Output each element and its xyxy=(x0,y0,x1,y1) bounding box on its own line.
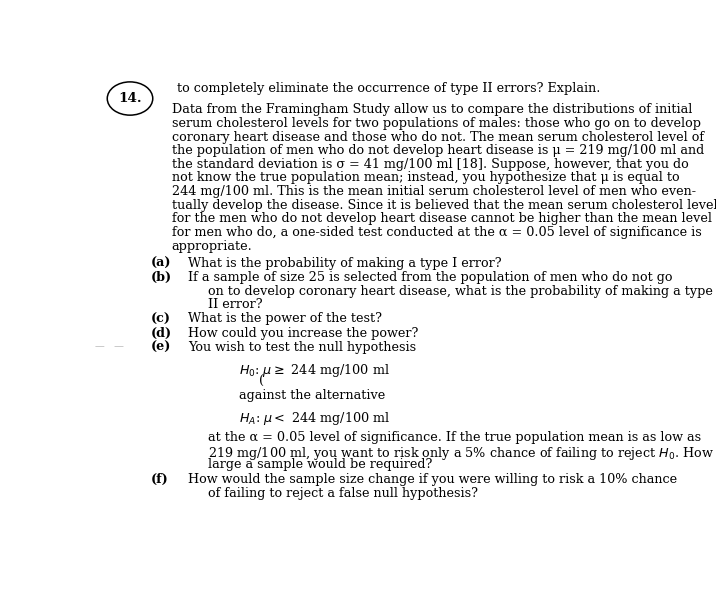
Text: 244 mg/100 ml. This is the mean initial serum cholesterol level of men who even-: 244 mg/100 ml. This is the mean initial … xyxy=(172,185,696,198)
Text: for men who do, a one-sided test conducted at the α = 0.05 level of significance: for men who do, a one-sided test conduct… xyxy=(172,226,702,239)
Text: $H_0$: $\mu \geq$ 244 mg/100 ml: $H_0$: $\mu \geq$ 244 mg/100 ml xyxy=(239,362,390,379)
Text: the population of men who do not develop heart disease is μ = 219 mg/100 ml and: the population of men who do not develop… xyxy=(172,144,704,157)
Text: coronary heart disease and those who do not. The mean serum cholesterol level of: coronary heart disease and those who do … xyxy=(172,131,704,143)
Text: How would the sample size change if you were willing to risk a 10% chance: How would the sample size change if you … xyxy=(188,473,677,487)
Text: for the men who do not develop heart disease cannot be higher than the mean leve: for the men who do not develop heart dis… xyxy=(172,212,712,226)
Text: 14.: 14. xyxy=(118,92,142,105)
Text: If a sample of size 25 is selected from the population of men who do not go: If a sample of size 25 is selected from … xyxy=(188,271,673,284)
Text: (b): (b) xyxy=(150,271,172,284)
Text: Data from the Framingham Study allow us to compare the distributions of initial: Data from the Framingham Study allow us … xyxy=(172,103,692,116)
Text: You wish to test the null hypothesis: You wish to test the null hypothesis xyxy=(188,341,417,354)
Text: —   —: — — xyxy=(95,342,124,351)
Text: 219 mg/100 ml, you want to risk only a 5% chance of failing to reject $H_0$. How: 219 mg/100 ml, you want to risk only a 5… xyxy=(208,445,714,461)
Text: II error?: II error? xyxy=(208,298,262,311)
Text: (d): (d) xyxy=(150,327,172,340)
Text: of failing to reject a false null hypothesis?: of failing to reject a false null hypoth… xyxy=(208,487,478,500)
Text: How could you increase the power?: How could you increase the power? xyxy=(188,327,419,340)
Text: What is the probability of making a type I error?: What is the probability of making a type… xyxy=(188,257,502,269)
Text: against the alternative: against the alternative xyxy=(239,389,386,403)
Text: (f): (f) xyxy=(150,473,168,487)
Text: serum cholesterol levels for two populations of males: those who go on to develo: serum cholesterol levels for two populat… xyxy=(172,117,701,130)
Text: (c): (c) xyxy=(150,313,170,325)
Text: the standard deviation is σ = 41 mg/100 ml [18]. Suppose, however, that you do: the standard deviation is σ = 41 mg/100 … xyxy=(172,158,688,171)
Text: not know the true population mean; instead, you hypothesize that μ is equal to: not know the true population mean; inste… xyxy=(172,172,679,184)
Text: tually develop the disease. Since it is believed that the mean serum cholesterol: tually develop the disease. Since it is … xyxy=(172,199,716,212)
Text: (e): (e) xyxy=(150,341,171,354)
Text: (a): (a) xyxy=(150,257,171,269)
Text: at the α = 0.05 level of significance. If the true population mean is as low as: at the α = 0.05 level of significance. I… xyxy=(208,431,701,444)
Text: $H_A$: $\mu <$ 244 mg/100 ml: $H_A$: $\mu <$ 244 mg/100 ml xyxy=(239,410,391,427)
Text: to completely eliminate the occurrence of type II errors? Explain.: to completely eliminate the occurrence o… xyxy=(177,82,601,95)
Text: (: ( xyxy=(258,374,263,388)
Text: on to develop coronary heart disease, what is the probability of making a type: on to develop coronary heart disease, wh… xyxy=(208,284,712,298)
Text: large a sample would be required?: large a sample would be required? xyxy=(208,458,432,472)
Text: What is the power of the test?: What is the power of the test? xyxy=(188,313,382,325)
Text: appropriate.: appropriate. xyxy=(172,239,252,253)
